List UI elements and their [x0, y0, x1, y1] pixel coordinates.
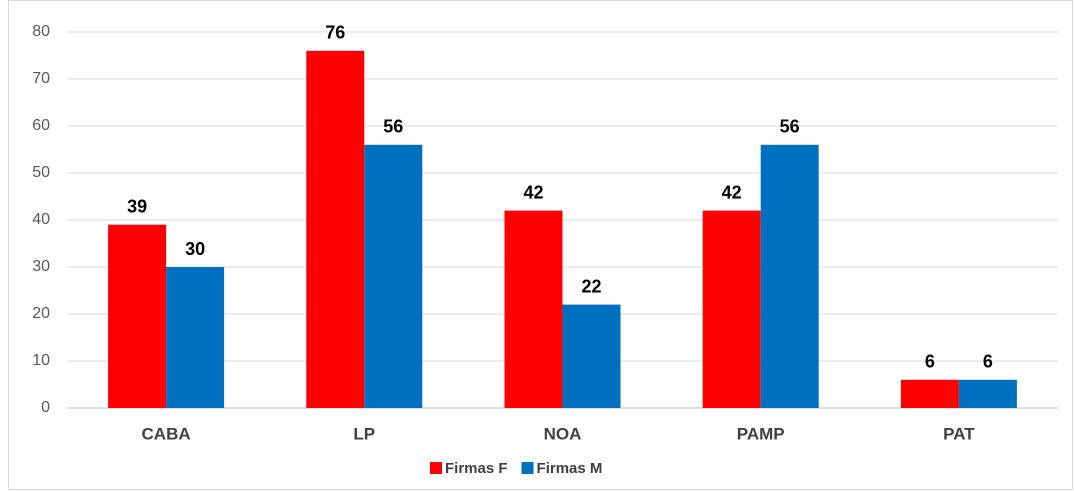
bar	[108, 224, 167, 408]
bar	[306, 50, 365, 409]
data-label: 76	[325, 23, 345, 43]
y-tick-label: 50	[32, 164, 50, 181]
legend-swatch	[430, 462, 442, 474]
data-label: 6	[983, 352, 993, 372]
x-tick-label: LP	[353, 424, 375, 443]
legend-swatch	[521, 462, 534, 474]
y-tick-label: 80	[32, 23, 50, 40]
bar	[760, 144, 819, 409]
legend-label: Firmas F	[445, 460, 508, 477]
legend-label: Firmas M	[537, 460, 603, 477]
data-label: 42	[722, 182, 742, 202]
data-label: 6	[925, 352, 935, 372]
data-label: 56	[383, 117, 403, 137]
data-label: 39	[127, 196, 147, 216]
y-tick-label: 20	[32, 305, 50, 322]
x-tick-label: CABA	[142, 424, 191, 443]
y-tick-label: 0	[41, 399, 50, 416]
y-tick-label: 70	[32, 70, 50, 87]
data-label: 30	[185, 239, 205, 259]
bar	[364, 144, 423, 409]
data-label: 56	[780, 117, 800, 137]
bar	[166, 267, 225, 408]
bar	[504, 210, 563, 408]
x-tick-label: PAMP	[737, 424, 785, 443]
bar	[702, 210, 761, 408]
data-label: 22	[581, 276, 601, 296]
y-tick-label: 30	[32, 258, 50, 275]
y-tick-label: 40	[32, 211, 50, 228]
data-label: 42	[523, 182, 543, 202]
y-tick-label: 60	[32, 117, 50, 134]
y-tick-label: 10	[32, 352, 50, 369]
bar	[562, 304, 621, 408]
x-tick-label: PAT	[943, 424, 975, 443]
bar	[900, 379, 959, 408]
x-tick-label: NOA	[544, 424, 582, 443]
bar	[958, 379, 1017, 408]
